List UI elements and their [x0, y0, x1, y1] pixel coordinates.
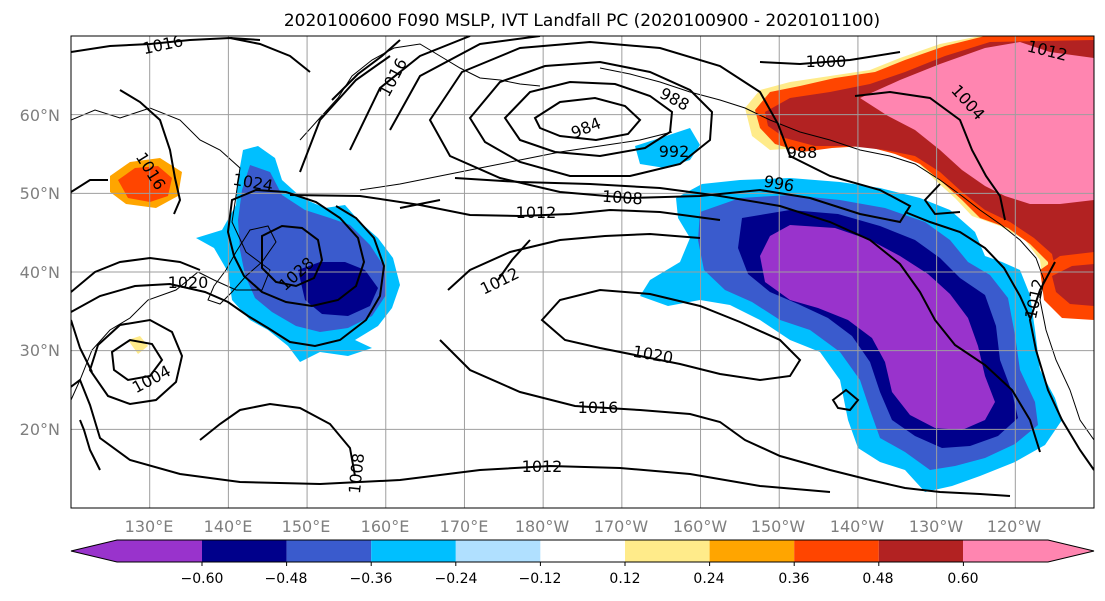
figure-title: 2020100600 F090 MSLP, IVT Landfall PC (2… — [284, 11, 880, 31]
ivt-region-gulf-alaska-small — [635, 128, 700, 168]
colorbar-tick-label: −0.36 — [350, 571, 393, 587]
ivt-region-alaska-pink — [860, 42, 1094, 204]
lon-label: 160°W — [673, 517, 728, 536]
colorbar-segment — [794, 540, 879, 562]
coastline-kamchatka — [299, 43, 541, 141]
mslp-contour-996 — [428, 40, 912, 224]
mslp-contour-1012 — [71, 194, 1094, 493]
contour-label: 988 — [787, 143, 818, 162]
colorbar-tick-label: −0.24 — [435, 571, 478, 587]
latitude-labels: 60°N 50°N 40°N 30°N 20°N — [20, 106, 60, 439]
colorbar-tick-label: 0.24 — [693, 571, 724, 587]
colorbar-tick-label: −0.60 — [181, 571, 224, 587]
lon-label: 160°E — [361, 517, 410, 536]
lon-label: 170°E — [440, 517, 489, 536]
mslp-contour-988 — [503, 80, 674, 158]
coastlines — [71, 43, 1094, 441]
lon-label: 130°E — [125, 517, 174, 536]
colorbar-segment — [540, 540, 625, 562]
colorbar-segment — [709, 540, 795, 562]
lat-label: 20°N — [20, 420, 60, 439]
contour-label: 1020 — [168, 273, 209, 292]
colorbar-tick-label: 0.12 — [609, 571, 640, 587]
colorbar-segment — [455, 540, 541, 562]
colorbar-extend-high — [1048, 540, 1094, 562]
contour-label: 1016 — [578, 398, 619, 417]
contour-label: 1012 — [516, 203, 557, 222]
coastline-japan — [207, 225, 277, 305]
lon-label: 130°W — [909, 517, 964, 536]
lat-label: 60°N — [20, 106, 60, 125]
mslp-contour-1000 — [389, 36, 961, 216]
coastline-alaska — [599, 67, 1094, 441]
lon-label: 140°E — [204, 517, 253, 536]
lon-label: 150°E — [282, 517, 331, 536]
colorbar-segment — [202, 540, 287, 562]
lon-label: 170°W — [594, 517, 649, 536]
colorbar-segment — [878, 540, 964, 562]
lat-label: 40°N — [20, 263, 60, 282]
lon-label: 140°W — [830, 517, 885, 536]
plot-area: 1016 1016 1016 988 984 992 1000 988 1004… — [71, 36, 1094, 508]
contour-label: 1008 — [601, 187, 643, 209]
contour-label: 1012 — [522, 457, 563, 476]
mslp-contour-1016 — [71, 36, 1011, 497]
colorbar-segment — [963, 540, 1048, 562]
colorbar-extend-low — [71, 540, 117, 562]
colorbar-segment — [117, 540, 202, 562]
lon-label: 150°W — [751, 517, 806, 536]
colorbar-tick-label: 0.48 — [862, 571, 893, 587]
mslp-contour-1020 — [71, 205, 860, 412]
colorbar — [70, 539, 1095, 566]
colorbar-tick-label: 0.60 — [947, 571, 978, 587]
longitude-labels: 130°E 140°E 150°E 160°E 170°E 180°W 170°… — [125, 517, 1042, 536]
ivt-region-pacnw-red — [1052, 264, 1094, 306]
plot-frame — [70, 35, 1095, 509]
contour-label: 1008 — [345, 452, 368, 494]
lon-label: 180°W — [515, 517, 570, 536]
mslp-contour-992 — [468, 60, 714, 177]
colorbar-outline — [70, 539, 1095, 563]
colorbar-segment — [286, 540, 372, 562]
contour-label: 1000 — [806, 52, 847, 71]
mslp-contour-1028 — [261, 224, 324, 288]
contour-label: 992 — [659, 142, 690, 161]
mslp-contour-984 — [533, 96, 642, 142]
colorbar-segment — [371, 540, 456, 562]
lat-label: 30°N — [20, 341, 60, 360]
lat-label: 50°N — [20, 184, 60, 203]
colorbar-segment — [625, 540, 710, 562]
mslp-contour-1024 — [226, 188, 366, 308]
coastline-asia — [71, 107, 271, 401]
ivt-region-japan-inner — [298, 262, 378, 316]
lon-label: 120°W — [987, 517, 1042, 536]
mslp-contour-1004 — [110, 36, 1031, 382]
mslp-contours — [71, 36, 1094, 497]
colorbar-tick-label: −0.12 — [519, 571, 562, 587]
colorbar-tick-label: 0.36 — [778, 571, 809, 587]
colorbar-tick-label: −0.48 — [265, 571, 308, 587]
coastline-aleutians — [359, 131, 673, 191]
colorbar-tick-labels: −0.60 −0.48 −0.36 −0.24 −0.12 0.12 0.24 … — [181, 571, 979, 587]
